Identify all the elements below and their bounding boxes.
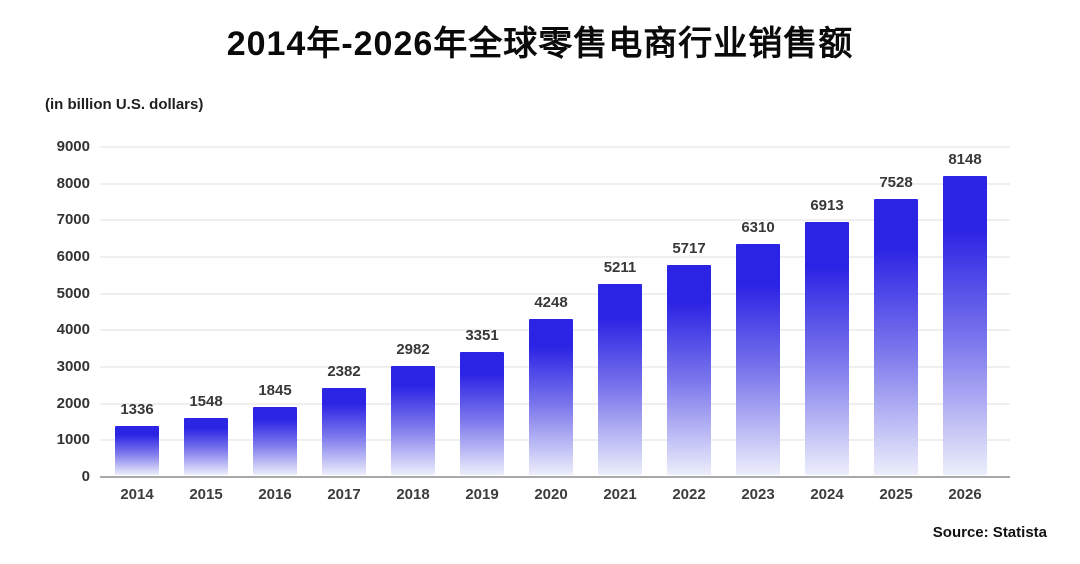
y-tick-label-2000: 2000 (56, 394, 90, 412)
chart-title: 2014年-2026年全球零售电商行业销售额 (226, 25, 854, 63)
bar-2025 (874, 199, 918, 475)
bar-2016 (253, 407, 297, 475)
gridline-5000 (100, 292, 1010, 295)
bar-2024 (805, 222, 849, 475)
y-tick-label-7000: 7000 (56, 211, 90, 229)
value-label-2023: 6310 (741, 219, 775, 236)
bar-2017 (322, 388, 366, 475)
x-tick-label-2015: 2015 (189, 486, 223, 503)
value-label-2020: 4248 (534, 294, 568, 311)
x-tick-label-2019: 2019 (465, 486, 499, 503)
bar-2015 (184, 418, 228, 475)
x-tick-label-2025: 2025 (879, 486, 913, 503)
gridline-9000 (100, 146, 1010, 148)
bar-2019 (460, 352, 504, 475)
bar-2014 (115, 426, 159, 475)
x-tick-label-2023: 2023 (741, 486, 775, 503)
y-tick-label-5000: 5000 (56, 284, 90, 302)
gridline-6000 (100, 256, 1010, 258)
x-tick-label-2026: 2026 (948, 486, 982, 503)
unit-label: (in billion U.S. dollars) (45, 96, 204, 113)
source-label: Source: Statista (932, 524, 1047, 541)
value-label-2016: 1845 (258, 382, 292, 399)
y-tick-label-0: 0 (81, 468, 90, 485)
bar-2022 (667, 265, 711, 475)
bar-2018 (391, 366, 435, 475)
y-tick-label-6000: 6000 (56, 248, 90, 265)
value-label-2018: 2982 (396, 341, 430, 358)
x-tick-label-2020: 2020 (534, 486, 568, 503)
value-label-2022: 5717 (672, 240, 706, 257)
gridline-8000 (100, 182, 1010, 185)
value-label-2017: 2382 (327, 363, 361, 380)
x-tick-label-2022: 2022 (672, 486, 706, 503)
value-label-2025: 7528 (879, 174, 913, 191)
bar-2023 (736, 244, 780, 475)
x-tick-label-2016: 2016 (258, 486, 292, 503)
x-tick-label-2024: 2024 (810, 486, 844, 503)
value-label-2015: 1548 (189, 393, 223, 410)
value-label-2026: 8148 (948, 151, 982, 168)
y-tick-label-8000: 8000 (56, 174, 90, 192)
y-tick-label-3000: 3000 (56, 358, 90, 375)
bar-2026 (943, 176, 987, 475)
x-axis-baseline (100, 476, 1010, 478)
value-label-2021: 5211 (603, 259, 637, 276)
bar-2020 (529, 319, 573, 475)
y-tick-label-1000: 1000 (56, 431, 90, 449)
y-tick-label-4000: 4000 (56, 321, 90, 339)
value-label-2014: 1336 (120, 401, 154, 418)
gridline-7000 (100, 219, 1010, 222)
x-tick-label-2014: 2014 (120, 486, 154, 503)
value-label-2019: 3351 (465, 327, 499, 344)
x-tick-label-2017: 2017 (327, 486, 361, 503)
x-tick-label-2021: 2021 (603, 486, 637, 503)
y-tick-label-9000: 9000 (56, 138, 90, 155)
value-label-2024: 6913 (810, 197, 844, 214)
x-tick-label-2018: 2018 (396, 486, 430, 503)
bar-2021 (598, 284, 642, 475)
